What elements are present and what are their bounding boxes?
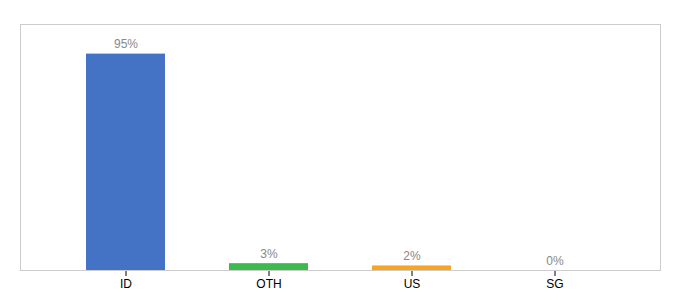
- svg-text:SG: SG: [546, 277, 563, 291]
- svg-text:95%: 95%: [114, 37, 138, 51]
- svg-text:0%: 0%: [546, 254, 564, 268]
- svg-text:2%: 2%: [403, 249, 421, 263]
- svg-text:OTH: OTH: [256, 277, 281, 291]
- svg-text:3%: 3%: [260, 247, 278, 261]
- svg-text:US: US: [404, 277, 421, 291]
- svg-text:ID: ID: [120, 277, 132, 291]
